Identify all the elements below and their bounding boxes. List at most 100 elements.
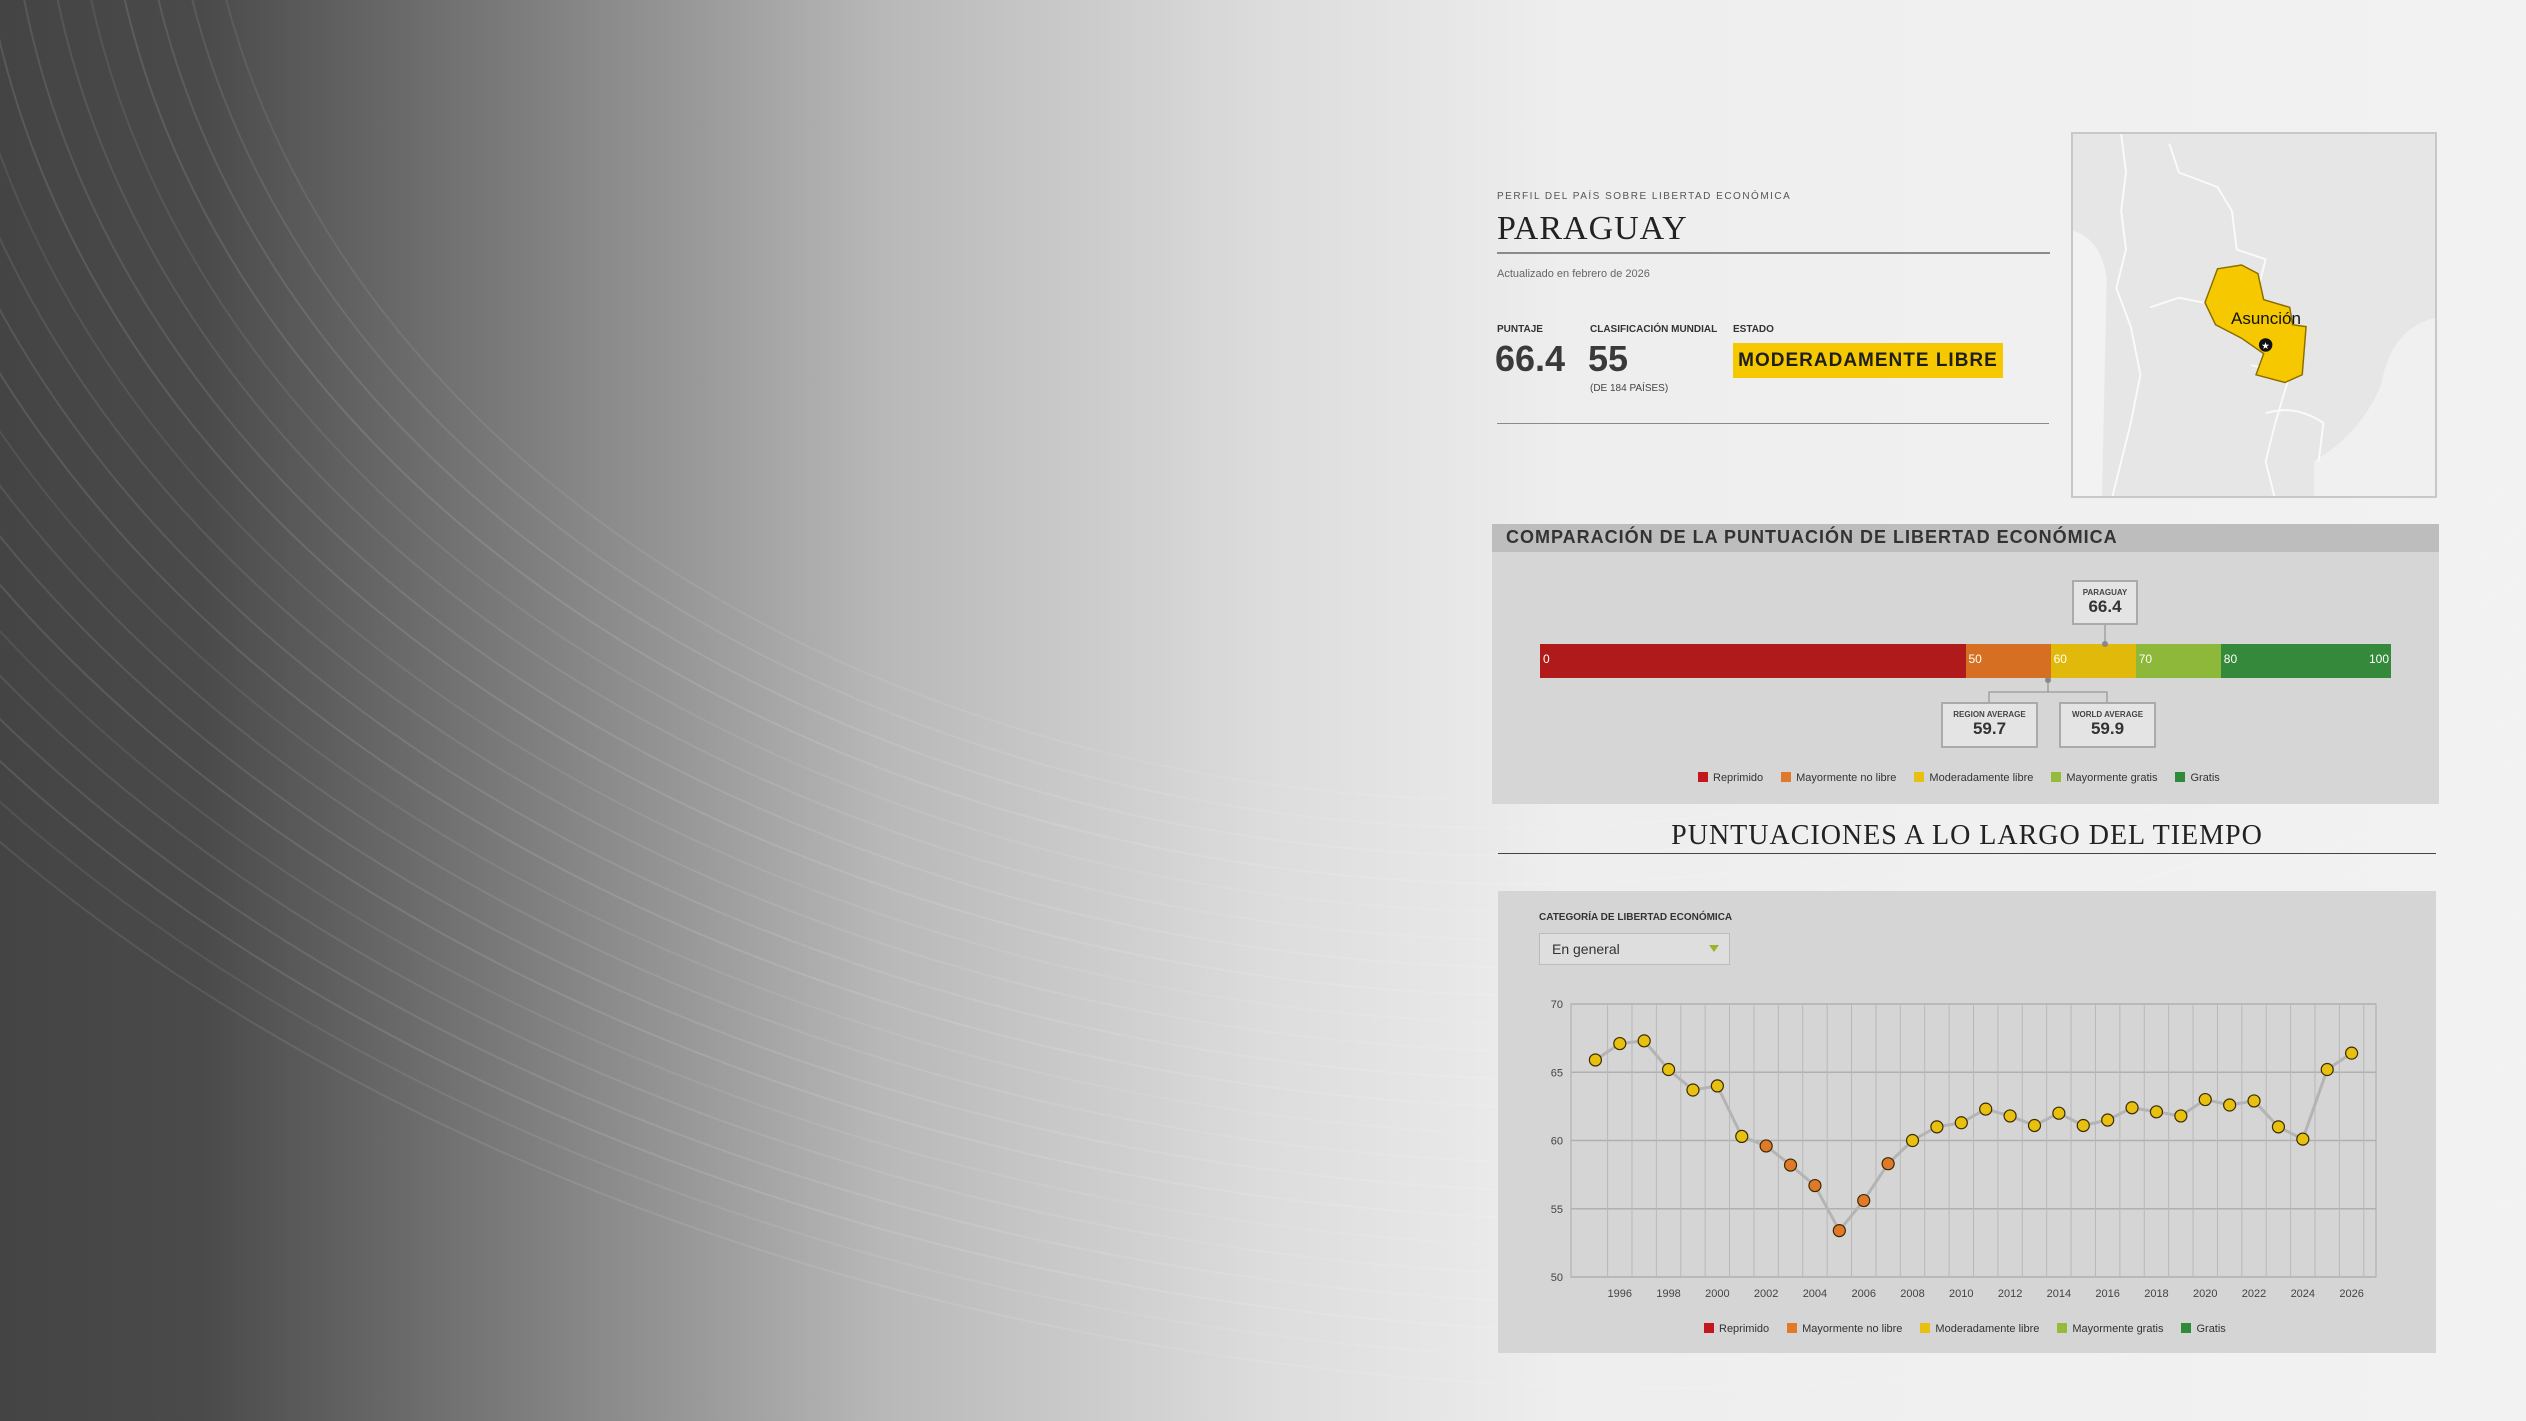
data-point-2015 <box>2076 1118 2090 1133</box>
x-tick-label: 1998 <box>1656 1288 1680 1300</box>
divider <box>1497 423 2049 424</box>
world-average-callout: WORLD AVERAGE 59.9 <box>2059 702 2156 748</box>
legend-swatch <box>2057 1323 2068 1333</box>
rank-note: (DE 184 PAÍSES) <box>1590 383 1669 394</box>
legend-item: Gratis <box>2181 1323 2226 1335</box>
legend-label: Moderadamente libre <box>1929 772 2034 784</box>
y-tick-label: 70 <box>1551 999 1563 1011</box>
x-tick-label: 2012 <box>1998 1288 2022 1300</box>
data-point-2013 <box>2027 1118 2042 1133</box>
y-tick-label: 65 <box>1551 1067 1563 1079</box>
data-point-2008 <box>1905 1133 1920 1148</box>
data-point-2003 <box>1783 1158 1798 1172</box>
country-title: PARAGUAY <box>1497 210 1688 247</box>
scale-segment: 70 <box>2135 644 2221 678</box>
data-point-2026 <box>2345 1046 2359 1060</box>
data-point-1996 <box>1613 1036 1627 1051</box>
data-point-2009 <box>1930 1120 1944 1134</box>
dropdown-value: En general <box>1552 941 1620 957</box>
x-tick-label: 1996 <box>1608 1288 1632 1300</box>
timeline-title: PUNTUACIONES A LO LARGO DEL TIEMPO <box>1671 820 2263 851</box>
score-scale-bar: 0 50 60 70 80 100 <box>1540 644 2391 678</box>
scale-segment: 60 <box>2050 644 2136 678</box>
score-value: 66.4 <box>1495 338 1566 379</box>
profile-kicker: PERFIL DEL PAÍS SOBRE LIBERTAD ECONÓMICA <box>1497 191 1792 202</box>
y-tick-label: 60 <box>1551 1136 1563 1148</box>
x-tick-label: 2026 <box>2339 1288 2363 1300</box>
scale-segment: 50 <box>1965 644 2051 678</box>
category-label: CATEGORÍA DE LIBERTAD ECONÓMICA <box>1539 912 1733 923</box>
status-badge: MODERADAMENTE LIBRE <box>1733 343 2003 378</box>
world-average-value: 59.9 <box>2090 719 2125 738</box>
x-tick-label: 2016 <box>2095 1288 2119 1300</box>
legend-swatch <box>2051 772 2062 782</box>
data-point-2011 <box>1979 1102 1993 1116</box>
data-point-2002 <box>1759 1139 1773 1153</box>
rank-value: 55 <box>1588 338 1629 379</box>
x-tick-label: 2024 <box>2291 1288 2315 1300</box>
updated-date: Actualizado en febrero de 2026 <box>1497 268 1650 280</box>
y-tick-label: 50 <box>1551 1272 1563 1284</box>
legend-label: Gratis <box>2190 772 2220 784</box>
legend-label: Reprimido <box>1719 1323 1770 1335</box>
data-point-2006 <box>1857 1193 1871 1208</box>
x-tick-label: 2022 <box>2242 1288 2266 1300</box>
legend-item: Mayormente gratis <box>2057 1323 2163 1335</box>
category-dropdown[interactable]: En general <box>1539 933 1730 965</box>
data-point-2001 <box>1735 1129 1749 1144</box>
data-point-2021 <box>2223 1098 2237 1112</box>
legend-item: Moderadamente libre <box>1914 772 2033 784</box>
x-tick-label: 2004 <box>1803 1288 1827 1300</box>
data-point-2023 <box>2271 1120 2286 1134</box>
x-tick-label: 2020 <box>2193 1288 2217 1300</box>
legend-swatch <box>1704 1323 1714 1333</box>
data-point-2024 <box>2296 1132 2310 1146</box>
country-callout-label: PARAGUAY <box>2082 588 2128 597</box>
status-label: ESTADO <box>1733 324 1774 335</box>
legend-label: Mayormente gratis <box>2066 772 2158 784</box>
data-point-2017 <box>2125 1101 2139 1115</box>
data-point-2014 <box>2052 1106 2066 1120</box>
legend-item: Mayormente no libre <box>1781 772 1896 784</box>
legend-label: Gratis <box>2196 1323 2226 1335</box>
x-tick-label: 2000 <box>1705 1288 1729 1300</box>
data-point-1998 <box>1661 1062 1676 1077</box>
callout-connectors <box>1988 625 2108 702</box>
data-point-1995 <box>1588 1053 1602 1067</box>
country-callout: PARAGUAY 66.4 <box>2072 580 2138 625</box>
svg-text:★: ★ <box>2261 341 2270 352</box>
data-point-2005 <box>1832 1223 1846 1238</box>
data-point-2025 <box>2320 1062 2334 1077</box>
divider <box>1497 252 2050 254</box>
data-point-2012 <box>2003 1109 2017 1123</box>
x-tick-label: 2006 <box>1851 1288 1875 1300</box>
chevron-down-icon <box>1709 945 1719 952</box>
x-tick-label: 2002 <box>1754 1288 1778 1300</box>
data-point-1999 <box>1686 1083 1700 1097</box>
data-point-2019 <box>2174 1109 2188 1123</box>
legend-item: Gratis <box>2175 772 2220 784</box>
data-point-2020 <box>2198 1092 2212 1107</box>
legend-swatch <box>1920 1323 1931 1333</box>
legend-item: Moderadamente libre <box>1920 1323 2039 1335</box>
comparison-panel: COMPARACIÓN DE LA PUNTUACIÓN DE LIBERTAD… <box>1492 524 2439 804</box>
country-map: ★ Asunción <box>2071 132 2437 498</box>
legend-label: Mayormente no libre <box>1796 772 1897 784</box>
timeline-legend: Reprimido Mayormente no libre Moderadament… <box>1704 1323 2226 1335</box>
data-point-2016 <box>2101 1113 2115 1127</box>
legend-label: Mayormente no libre <box>1802 1323 1903 1335</box>
region-average-label: REGION AVERAGE <box>1953 710 2026 719</box>
legend-label: Reprimido <box>1713 772 1764 784</box>
capital-label: Asunción <box>2231 309 2301 328</box>
data-point-2000 <box>1710 1079 1724 1093</box>
scale-end-label: 100 <box>2368 652 2389 666</box>
legend-swatch <box>2181 1323 2192 1333</box>
legend-item: Reprimido <box>1698 772 1763 784</box>
timeline-panel: CATEGORÍA DE LIBERTAD ECONÓMICA En gener… <box>1498 891 2436 1353</box>
legend-swatch <box>2175 772 2186 782</box>
x-tick-label: 2008 <box>1900 1288 1924 1300</box>
legend-item: Mayormente gratis <box>2051 772 2157 784</box>
legend-swatch <box>1787 1323 1798 1333</box>
data-point-2004 <box>1808 1178 1822 1193</box>
x-tick-label: 2010 <box>1949 1288 1973 1300</box>
